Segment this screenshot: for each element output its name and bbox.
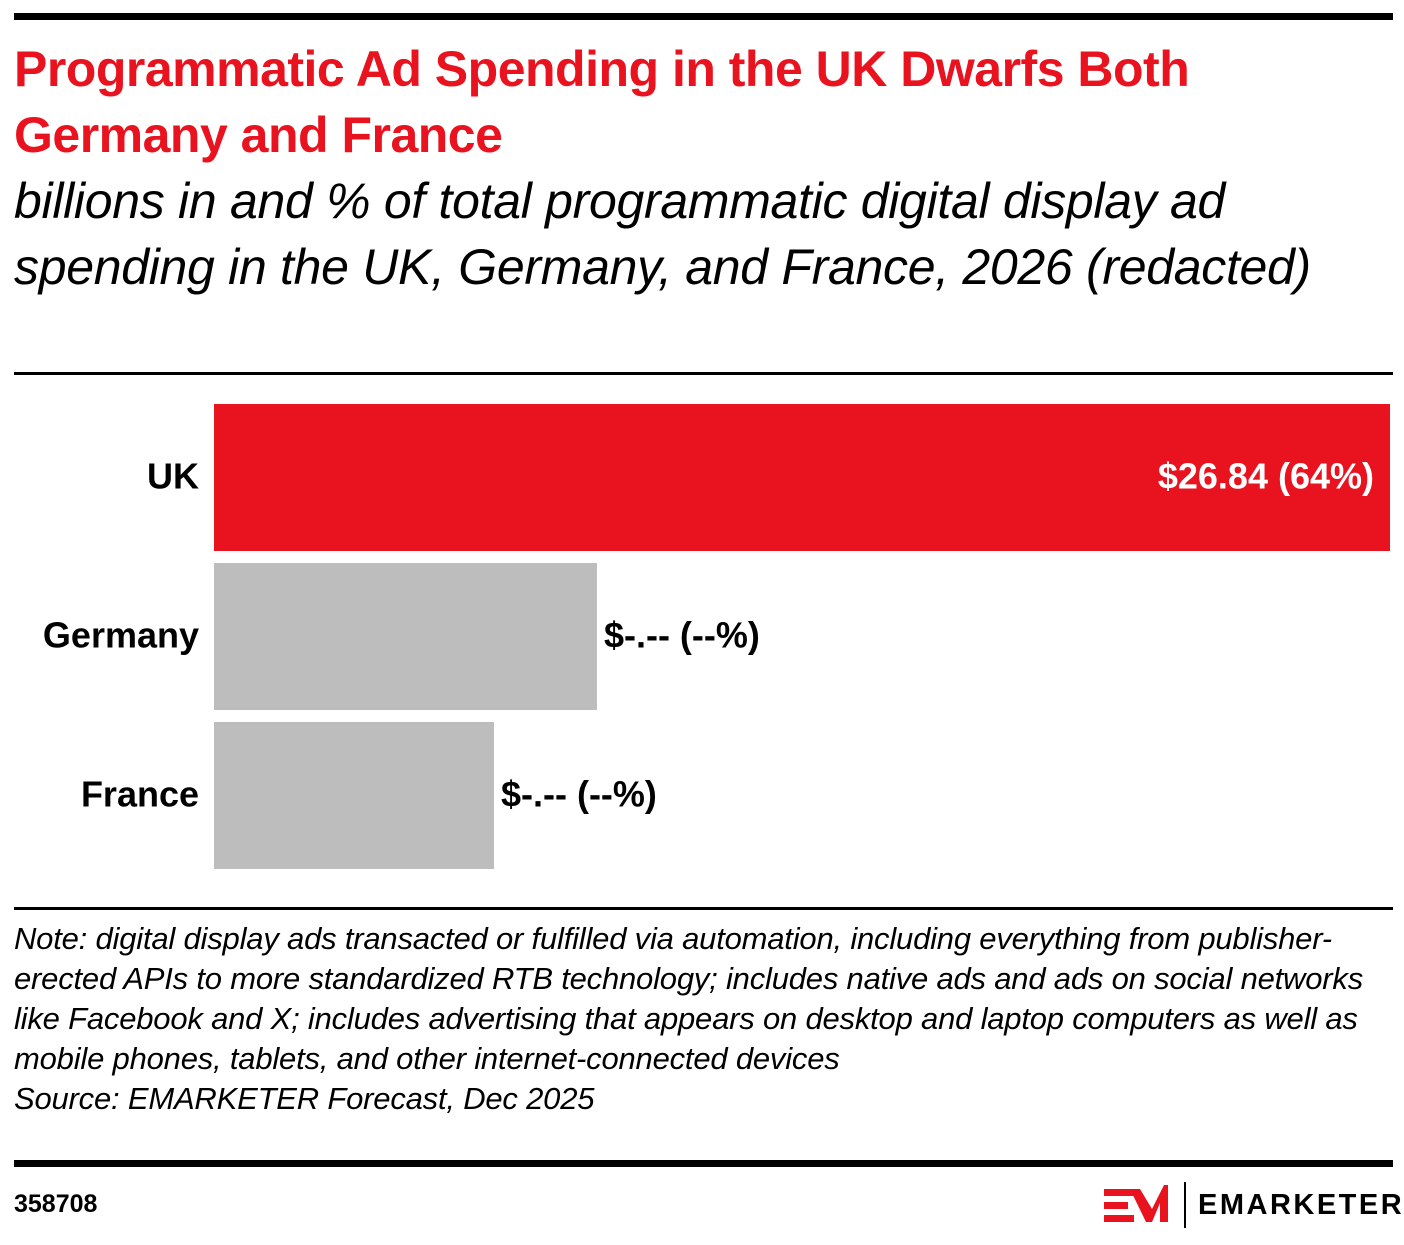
bar-chart: UK $26.84 (64%) Germany $-.-- (--%) France $-… xyxy=(43,404,1390,869)
source-text: Source: EMARKETER Forecast, Dec 2025 xyxy=(14,1081,595,1116)
data-label: $26.84 (64%) xyxy=(1158,456,1374,497)
bar-germany xyxy=(214,563,597,710)
em-logo-mark-icon xyxy=(1104,1185,1168,1222)
header-divider xyxy=(14,372,1393,375)
category-label: UK xyxy=(147,456,199,497)
footer-rule xyxy=(14,1160,1393,1167)
logo-wordmark: EMARKETER xyxy=(1198,1188,1404,1221)
category-label: Germany xyxy=(43,615,199,656)
chart-subtitle: billions in and % of total programmatic … xyxy=(14,173,1311,295)
chart-note: Note: digital display ads transacted or … xyxy=(14,919,1399,1119)
data-label: $-.-- (--%) xyxy=(501,774,657,815)
top-rule xyxy=(14,13,1393,20)
logo-divider xyxy=(1184,1182,1186,1228)
category-label: France xyxy=(81,774,199,815)
note-text: Note: digital display ads transacted or … xyxy=(14,921,1364,1076)
emarketer-logo: EMARKETER xyxy=(1104,1182,1404,1228)
bar-uk xyxy=(214,404,1390,551)
chart-id: 358708 xyxy=(14,1190,98,1218)
bar-france xyxy=(214,722,494,869)
chart-title: Programmatic Ad Spending in the UK Dwarf… xyxy=(14,41,1190,163)
data-label: $-.-- (--%) xyxy=(604,615,760,656)
note-divider xyxy=(14,907,1393,910)
